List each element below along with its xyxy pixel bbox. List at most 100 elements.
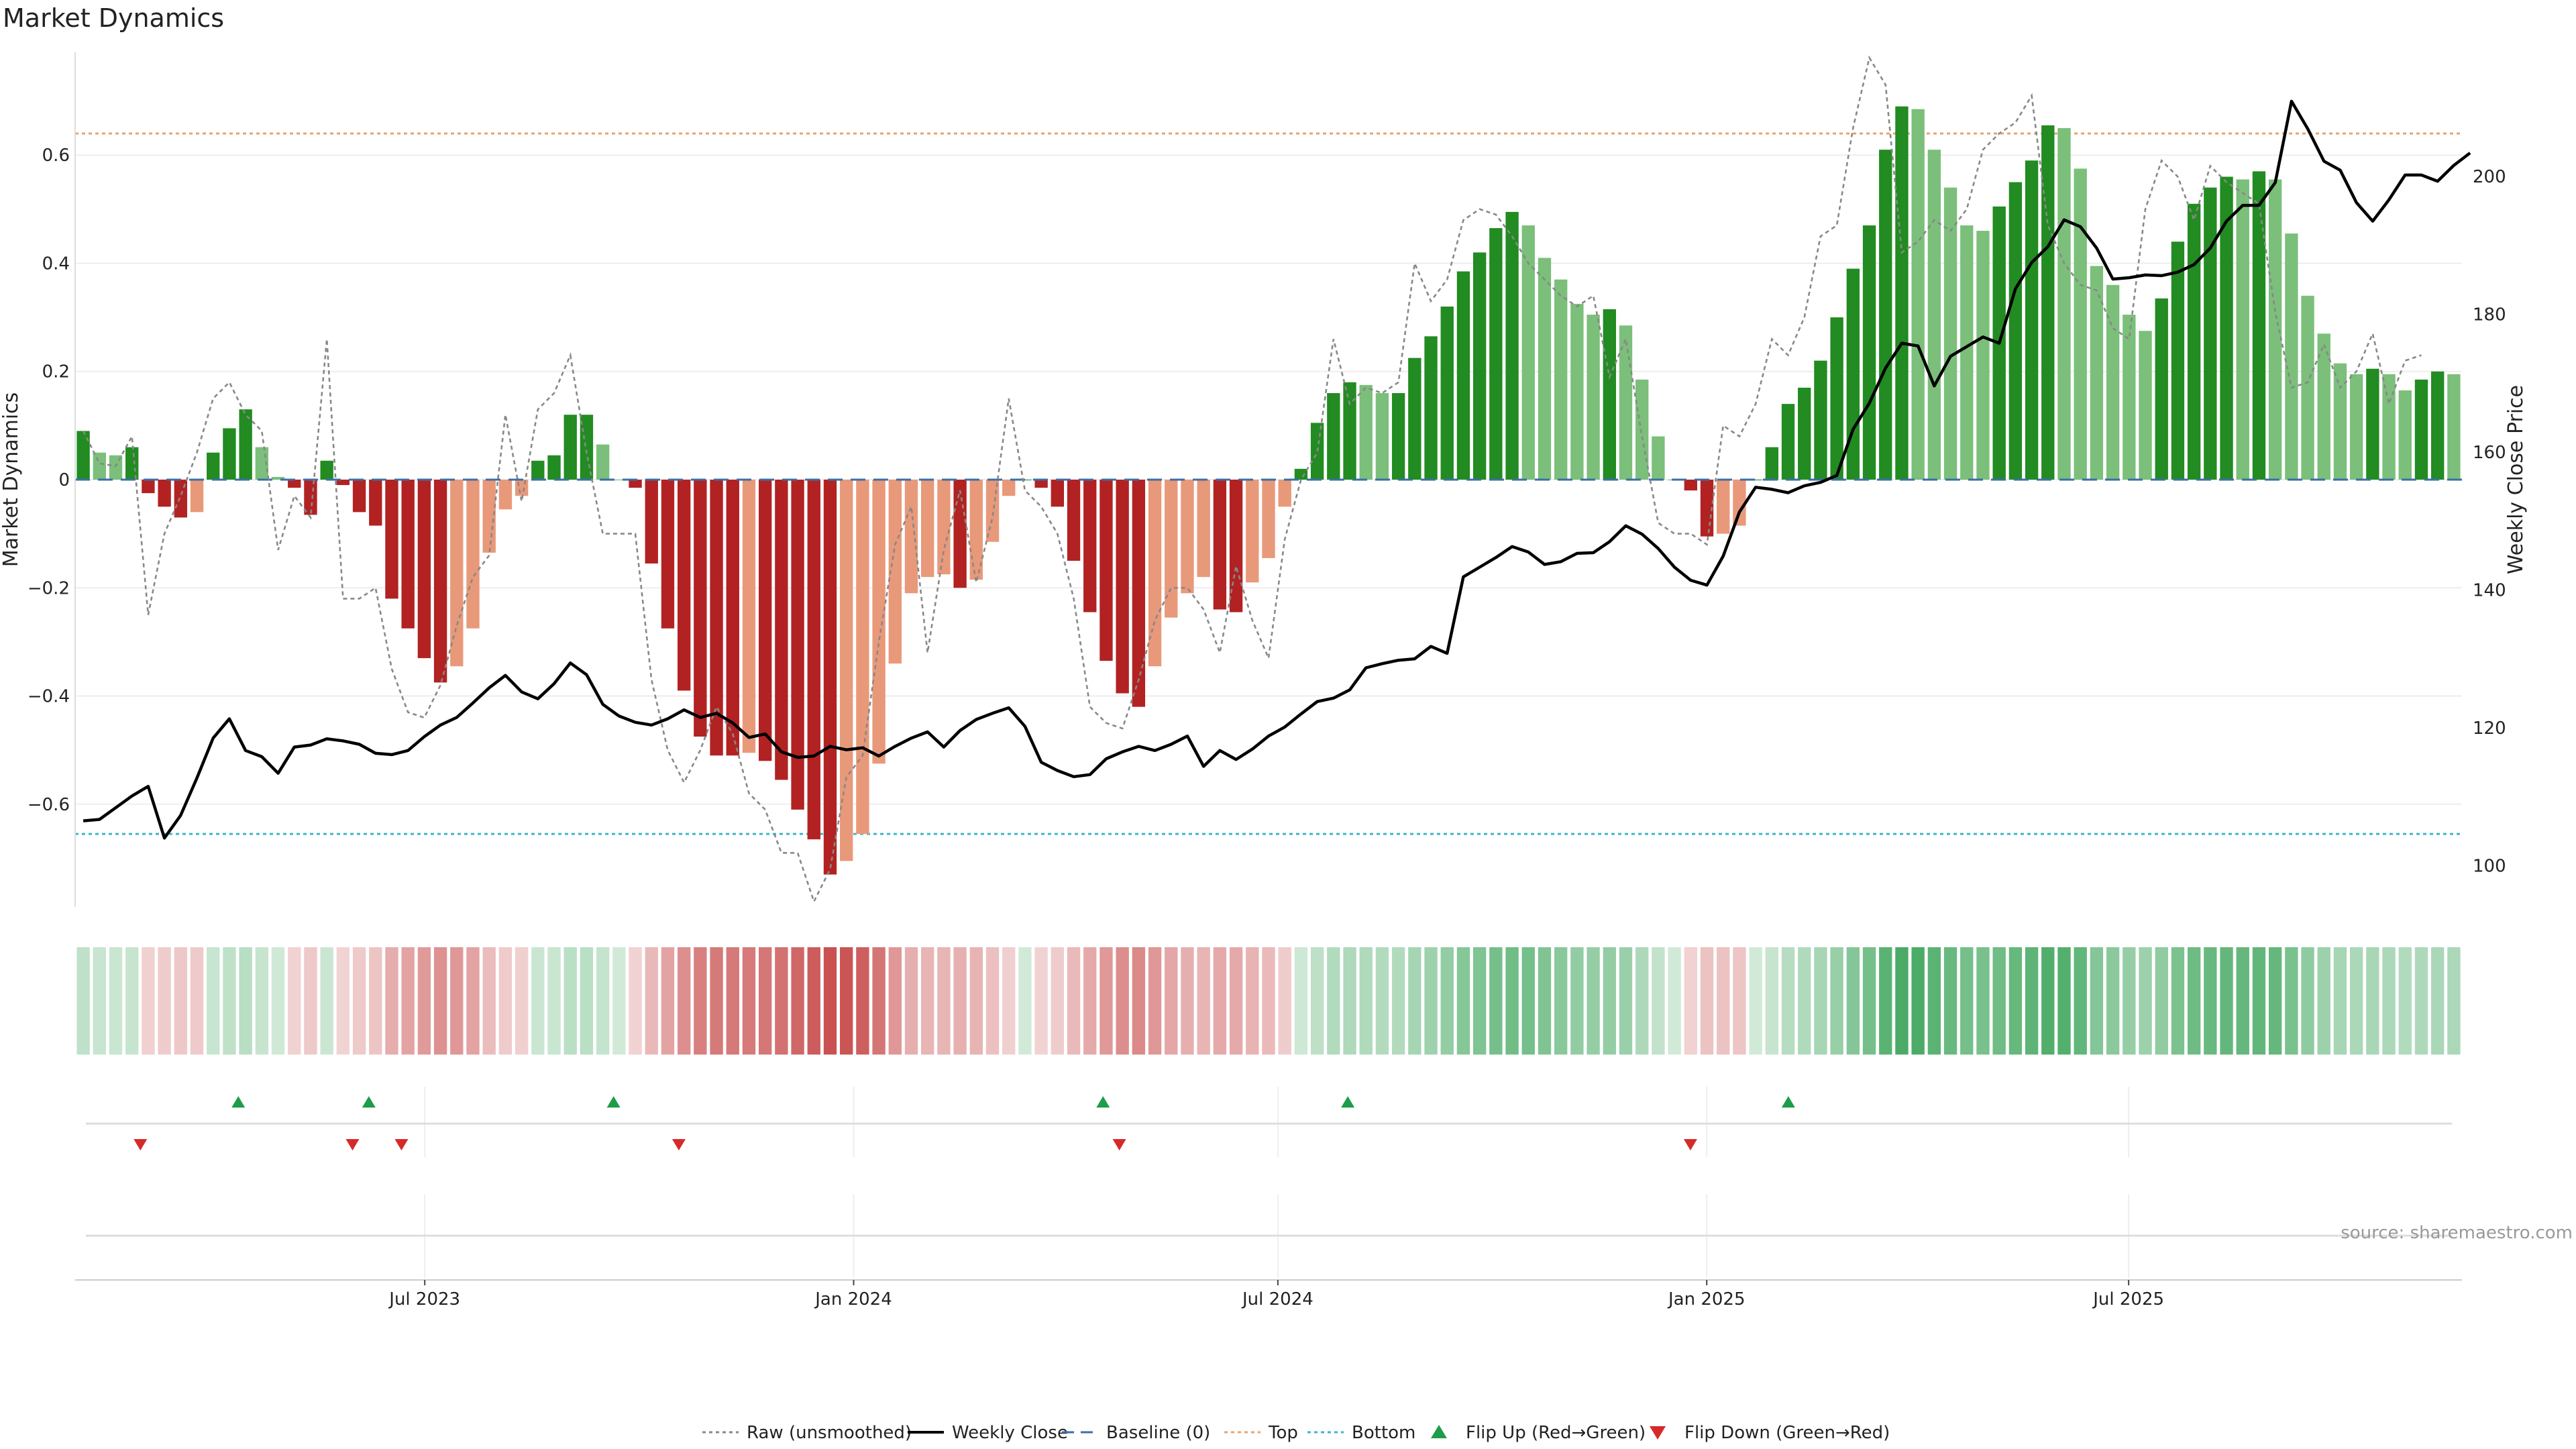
y2-tick-label: 140	[2473, 580, 2506, 600]
dynamics-bar	[807, 480, 820, 840]
dynamics-bar	[1635, 379, 1649, 480]
heat-cell	[1554, 947, 1568, 1055]
heat-cell	[823, 947, 837, 1055]
heat-cell	[1051, 947, 1065, 1055]
heat-cell	[1798, 947, 1811, 1055]
dynamics-bar	[1603, 309, 1616, 480]
heat-cell	[742, 947, 756, 1055]
dynamics-bar	[401, 480, 415, 629]
heat-cell	[1765, 947, 1779, 1055]
heat-cell	[775, 947, 788, 1055]
heat-cell	[2317, 947, 2330, 1055]
dynamics-bar	[1911, 109, 1925, 480]
dynamics-bar	[1943, 187, 1957, 480]
heat-cell	[1927, 947, 1941, 1055]
dynamics-bar	[2236, 179, 2249, 480]
heat-cell	[239, 947, 252, 1055]
heat-cell	[1132, 947, 1146, 1055]
heat-cell	[694, 947, 707, 1055]
y2-tick-label: 100	[2473, 856, 2506, 876]
dynamics-bar	[1294, 468, 1308, 480]
dynamics-bar	[1051, 480, 1065, 507]
dynamics-bar	[450, 480, 464, 667]
heat-cell	[1262, 947, 1275, 1055]
dynamics-bar	[823, 480, 837, 875]
heat-cell	[888, 947, 902, 1055]
y2-tick-label: 120	[2473, 718, 2506, 739]
flip-up-marker	[1781, 1096, 1795, 1108]
dynamics-bar	[2447, 374, 2461, 480]
dynamics-bar	[433, 480, 447, 683]
heat-cell	[2155, 947, 2168, 1055]
heat-cell	[2057, 947, 2071, 1055]
heat-cell	[304, 947, 317, 1055]
dynamics-bar	[1879, 150, 1892, 480]
heat-cell	[2333, 947, 2347, 1055]
heat-cell	[580, 947, 594, 1055]
flip-up-marker	[1096, 1096, 1110, 1108]
flip-down-marker	[672, 1139, 686, 1150]
dynamics-bar	[629, 480, 642, 488]
dynamics-bars	[76, 106, 2461, 875]
legend-label: Weekly Close	[952, 1423, 1068, 1443]
dynamics-bar	[1278, 480, 1291, 507]
heat-cell	[1879, 947, 1892, 1055]
raw-line	[82, 55, 2422, 904]
dynamics-bar	[1781, 404, 1795, 480]
legend-label: Bottom	[1352, 1423, 1415, 1443]
heat-cell	[1895, 947, 1909, 1055]
dynamics-bar	[1684, 480, 1697, 491]
dynamics-bar	[1375, 392, 1389, 480]
heat-cell	[921, 947, 934, 1055]
heat-cell	[969, 947, 983, 1055]
heat-cell	[352, 947, 366, 1055]
source-note: source: sharemaestro.com	[2341, 1223, 2573, 1243]
heat-cell	[1668, 947, 1681, 1055]
dynamics-bar	[1521, 225, 1535, 480]
heat-cell	[1294, 947, 1308, 1055]
bottom-panel	[86, 1194, 2452, 1278]
dynamics-bar	[1213, 480, 1227, 610]
dynamics-bar	[1846, 268, 1860, 480]
dynamics-bar	[1717, 480, 1730, 534]
dynamics-bar	[2057, 127, 2071, 480]
dynamics-bar	[1652, 436, 1665, 480]
legend-swatch-flip-down	[1650, 1426, 1666, 1440]
dynamics-bar	[1440, 306, 1454, 480]
dynamics-bar	[2106, 284, 2120, 480]
heat-cell	[93, 947, 106, 1055]
heat-cell	[1652, 947, 1665, 1055]
heat-cell	[677, 947, 691, 1055]
heat-cell	[1165, 947, 1178, 1055]
y2-axis-label: Weekly Close Price	[2504, 385, 2528, 574]
heat-cell	[288, 947, 301, 1055]
dynamics-bar	[2204, 187, 2217, 480]
dynamics-bar	[1798, 387, 1811, 480]
dynamics-bar	[661, 480, 675, 629]
dynamics-bar	[1246, 480, 1259, 583]
heat-cell	[1619, 947, 1633, 1055]
heat-cell	[255, 947, 269, 1055]
heat-cell	[1067, 947, 1081, 1055]
dynamics-bar	[288, 480, 301, 488]
dynamics-bar	[2252, 171, 2266, 480]
dynamics-bar	[742, 480, 756, 753]
heat-band	[76, 947, 2461, 1055]
dynamics-bar	[791, 480, 804, 810]
dynamics-bar	[1165, 480, 1178, 618]
heat-cell	[564, 947, 577, 1055]
dynamics-bar	[1733, 480, 1746, 526]
heat-cell	[1375, 947, 1389, 1055]
heat-cell	[2171, 947, 2185, 1055]
heat-cell	[596, 947, 610, 1055]
dynamics-bar	[2398, 390, 2412, 480]
flip-down-marker	[1112, 1139, 1126, 1150]
heat-cell	[629, 947, 642, 1055]
heat-cell	[661, 947, 675, 1055]
dynamics-bar	[1570, 303, 1584, 480]
dynamics-bar	[564, 415, 577, 480]
dynamics-bar	[1862, 225, 1876, 480]
heat-cell	[1472, 947, 1487, 1055]
heat-cell	[1327, 947, 1340, 1055]
heat-cell	[953, 947, 967, 1055]
